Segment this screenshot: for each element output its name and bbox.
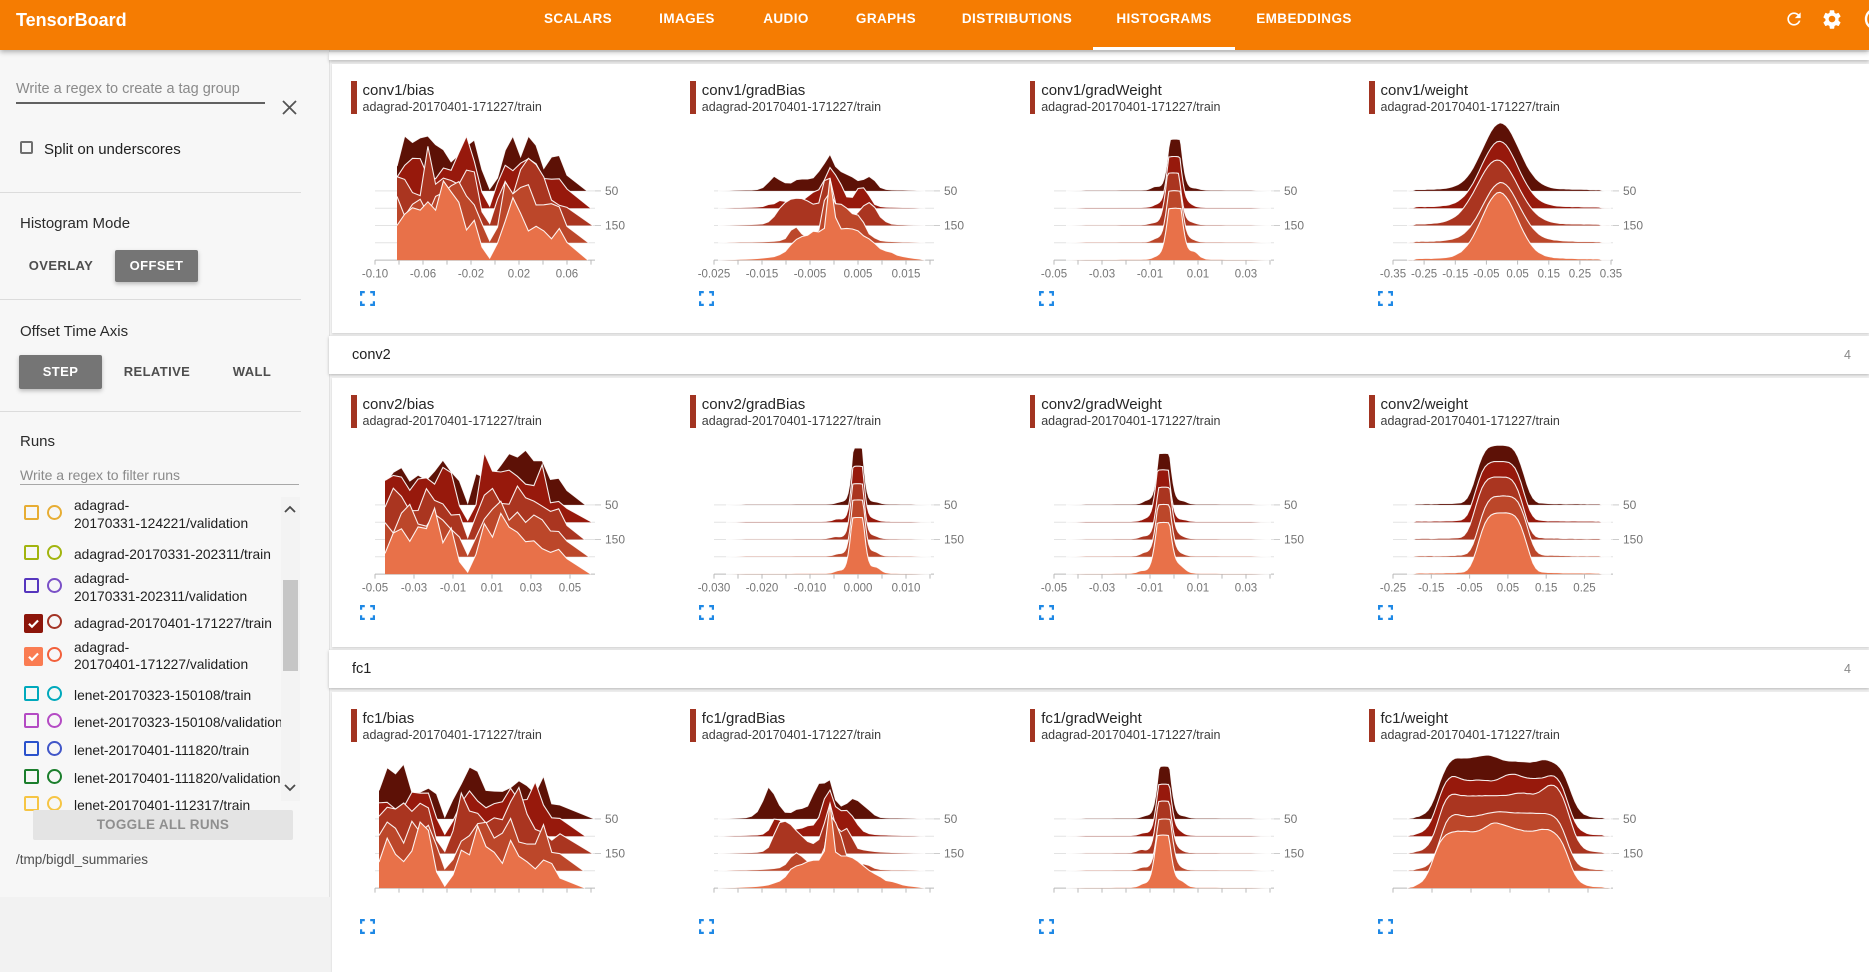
svg-text:150: 150 [944, 219, 964, 233]
svg-text:-0.01: -0.01 [1137, 269, 1163, 281]
svg-text:150: 150 [944, 533, 964, 547]
svg-text:50: 50 [1623, 812, 1637, 826]
svg-text:50: 50 [1284, 498, 1298, 512]
svg-text:50: 50 [944, 498, 958, 512]
svg-text:50: 50 [605, 812, 619, 826]
svg-text:0.015: 0.015 [892, 269, 921, 281]
svg-text:150: 150 [1623, 533, 1643, 547]
svg-text:150: 150 [1623, 847, 1643, 861]
svg-text:0.03: 0.03 [1234, 583, 1256, 595]
svg-text:-0.05: -0.05 [1456, 583, 1482, 595]
svg-text:0.02: 0.02 [508, 269, 530, 281]
svg-text:150: 150 [944, 847, 964, 861]
svg-text:150: 150 [1284, 533, 1304, 547]
svg-text:150: 150 [605, 847, 625, 861]
svg-text:0.35: 0.35 [1600, 269, 1622, 281]
svg-text:50: 50 [605, 498, 619, 512]
svg-text:-0.06: -0.06 [410, 269, 436, 281]
svg-text:0.05: 0.05 [1497, 583, 1519, 595]
svg-text:0.03: 0.03 [520, 583, 542, 595]
svg-text:-0.10: -0.10 [362, 269, 388, 281]
svg-text:-0.03: -0.03 [1089, 583, 1115, 595]
svg-text:0.010: 0.010 [892, 583, 921, 595]
svg-text:-0.25: -0.25 [1411, 269, 1437, 281]
svg-text:-0.35: -0.35 [1380, 269, 1406, 281]
svg-text:-0.015: -0.015 [746, 269, 779, 281]
svg-text:-0.02: -0.02 [458, 269, 484, 281]
svg-text:50: 50 [1284, 184, 1298, 198]
svg-text:-0.005: -0.005 [794, 269, 827, 281]
svg-text:0.01: 0.01 [1186, 583, 1208, 595]
svg-text:-0.020: -0.020 [746, 583, 779, 595]
svg-text:-0.030: -0.030 [698, 583, 731, 595]
svg-text:-0.01: -0.01 [440, 583, 466, 595]
svg-text:-0.010: -0.010 [794, 583, 827, 595]
svg-text:-0.025: -0.025 [698, 269, 731, 281]
svg-text:-0.15: -0.15 [1442, 269, 1468, 281]
svg-text:0.01: 0.01 [1186, 269, 1208, 281]
svg-text:0.05: 0.05 [559, 583, 581, 595]
svg-text:150: 150 [1623, 219, 1643, 233]
svg-text:0.000: 0.000 [844, 583, 873, 595]
svg-text:0.15: 0.15 [1538, 269, 1560, 281]
svg-text:50: 50 [944, 812, 958, 826]
svg-text:0.05: 0.05 [1506, 269, 1528, 281]
svg-text:0.25: 0.25 [1573, 583, 1595, 595]
svg-text:0.06: 0.06 [556, 269, 578, 281]
svg-text:-0.05: -0.05 [1473, 269, 1499, 281]
svg-text:-0.01: -0.01 [1137, 583, 1163, 595]
svg-text:50: 50 [944, 184, 958, 198]
svg-text:50: 50 [605, 184, 619, 198]
svg-text:0.005: 0.005 [844, 269, 873, 281]
svg-text:50: 50 [1623, 498, 1637, 512]
svg-text:0.25: 0.25 [1569, 269, 1591, 281]
svg-text:-0.03: -0.03 [401, 583, 427, 595]
svg-text:-0.03: -0.03 [1089, 269, 1115, 281]
svg-text:-0.05: -0.05 [362, 583, 388, 595]
svg-text:-0.15: -0.15 [1418, 583, 1444, 595]
svg-text:0.01: 0.01 [481, 583, 503, 595]
svg-text:-0.05: -0.05 [1041, 583, 1067, 595]
svg-text:0.15: 0.15 [1535, 583, 1557, 595]
svg-text:50: 50 [1284, 812, 1298, 826]
svg-text:150: 150 [605, 533, 625, 547]
svg-text:-0.05: -0.05 [1041, 269, 1067, 281]
svg-text:150: 150 [1284, 219, 1304, 233]
svg-text:-0.25: -0.25 [1380, 583, 1406, 595]
svg-text:150: 150 [1284, 847, 1304, 861]
svg-text:0.03: 0.03 [1234, 269, 1256, 281]
svg-text:50: 50 [1623, 184, 1637, 198]
svg-text:150: 150 [605, 219, 625, 233]
